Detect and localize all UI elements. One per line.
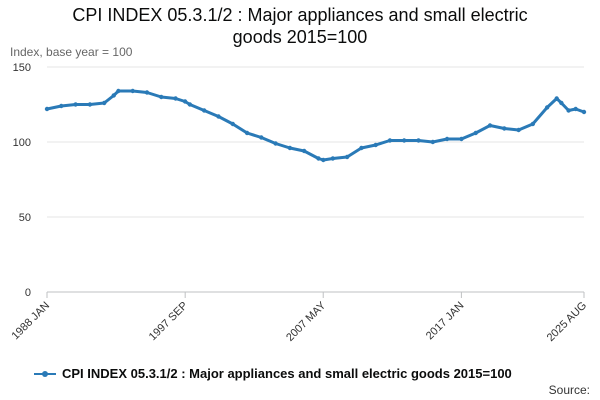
data-point	[216, 114, 221, 119]
data-point	[487, 123, 493, 128]
legend-series-marker	[34, 368, 56, 380]
data-point	[581, 109, 587, 115]
data-point	[102, 100, 107, 106]
data-point	[230, 121, 235, 127]
data-point	[373, 142, 378, 148]
data-point	[502, 126, 507, 131]
y-tick-label: 50	[19, 212, 31, 224]
x-axis-ticks: 1988 JAN 1997 SEP 2007 MAY 2017 JAN 2025 AUG	[9, 292, 589, 344]
x-tick-label: 1997 SEP	[147, 300, 191, 344]
data-point	[359, 145, 364, 151]
data-point	[416, 138, 421, 143]
data-point	[159, 94, 164, 100]
data-point	[259, 135, 264, 140]
y-tick-label: 150	[13, 62, 31, 74]
data-point	[430, 139, 435, 145]
data-point	[302, 148, 307, 154]
data-point	[402, 138, 407, 143]
data-point	[173, 96, 178, 101]
data-point	[287, 145, 293, 151]
data-point	[73, 102, 78, 107]
data-point	[59, 103, 64, 109]
y-tick-label: 100	[13, 137, 31, 149]
data-point	[273, 141, 278, 146]
source-label: Source:	[548, 383, 590, 397]
x-tick-label: 2017 JAN	[424, 300, 467, 343]
series-line	[45, 89, 586, 162]
data-point	[144, 90, 150, 95]
data-point	[130, 88, 135, 94]
x-tick-label: 2025 AUG	[545, 300, 589, 344]
chart-title-line-1: CPI INDEX 05.3.1/2 : Major appliances an…	[72, 5, 528, 25]
data-point	[116, 88, 121, 94]
data-point	[202, 108, 207, 113]
y-tick-label: 0	[25, 287, 31, 299]
x-tick-label: 2007 MAY	[284, 299, 329, 344]
data-point	[554, 96, 559, 101]
series-plot	[44, 88, 587, 163]
data-point	[566, 108, 571, 113]
data-point	[387, 138, 393, 143]
data-point	[544, 105, 550, 110]
data-point	[444, 136, 450, 142]
data-point	[559, 100, 564, 106]
data-point	[182, 99, 188, 104]
data-point	[516, 127, 521, 133]
legend-series-label: CPI INDEX 05.3.1/2 : Major appliances an…	[62, 366, 512, 381]
data-point	[87, 102, 93, 107]
data-point	[187, 102, 193, 107]
data-point	[473, 130, 478, 136]
data-point	[316, 156, 321, 161]
gridlines	[47, 66, 584, 293]
y-axis-label: Index, base year = 100	[10, 45, 133, 59]
data-point	[573, 106, 578, 112]
data-point	[530, 121, 535, 127]
data-point	[344, 154, 350, 160]
chart-title-line-2: goods 2015=100	[232, 27, 368, 47]
data-point	[244, 130, 250, 136]
legend: CPI INDEX 05.3.1/2 : Major appliances an…	[34, 366, 512, 381]
y-axis-ticks: 0 50 100 150	[13, 62, 31, 299]
data-point	[330, 156, 335, 161]
data-point	[321, 157, 326, 163]
data-point	[459, 136, 464, 142]
data-point	[111, 93, 116, 98]
chart-title: CPI INDEX 05.3.1/2 : Major appliances an…	[0, 4, 600, 48]
data-point	[44, 106, 50, 112]
x-tick-label: 1988 JAN	[9, 300, 52, 343]
